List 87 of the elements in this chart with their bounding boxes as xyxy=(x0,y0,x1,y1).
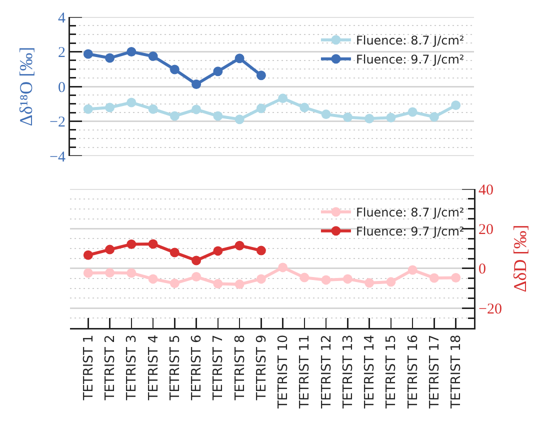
x-tick-label: TETRIST 14 xyxy=(362,334,378,410)
x-tick-label: TETRIST 3 xyxy=(124,334,140,402)
y2-tick-label: −20 xyxy=(478,301,502,318)
x-tick-label: TETRIST 7 xyxy=(211,334,226,402)
point xyxy=(364,114,374,124)
x-tick-label: TETRIST 12 xyxy=(319,334,334,410)
point xyxy=(234,240,244,250)
point xyxy=(256,70,266,80)
point xyxy=(213,246,223,256)
y-tick-label: 4 xyxy=(58,10,66,26)
y-tick-label: −2 xyxy=(50,114,66,130)
point xyxy=(278,94,288,104)
x-tick-label: TETRIST 5 xyxy=(168,334,183,402)
point xyxy=(105,102,115,112)
x-tick-label: TETRIST 9 xyxy=(254,334,270,402)
y-tick-label: 2 xyxy=(58,45,66,61)
point xyxy=(386,277,396,287)
y2-tick-label: 0 xyxy=(478,262,486,278)
point xyxy=(192,79,202,89)
y2-tick-label: 40 xyxy=(478,182,494,198)
legend-label: Fluence: 8.7 J/cm² xyxy=(356,206,464,220)
point xyxy=(256,104,266,114)
x-tick-label: TETRIST 13 xyxy=(340,334,356,410)
point xyxy=(105,268,115,278)
point xyxy=(386,112,396,122)
point xyxy=(213,278,223,288)
point xyxy=(83,250,93,260)
point xyxy=(256,246,266,256)
point xyxy=(364,278,374,288)
point xyxy=(148,239,158,249)
point xyxy=(192,256,202,266)
x-tick-label: TETRIST 11 xyxy=(298,334,313,410)
point xyxy=(234,280,244,290)
x-tick-label: TETRIST 10 xyxy=(276,334,292,410)
x-tick-label: TETRIST 6 xyxy=(190,334,205,402)
y-tick-label: 0 xyxy=(58,80,66,96)
x-tick-label: TETRIST 8 xyxy=(232,334,248,402)
point xyxy=(105,53,115,63)
point xyxy=(234,114,244,124)
point xyxy=(429,273,439,283)
legend-label: Fluence: 9.7 J/cm² xyxy=(356,224,464,239)
point xyxy=(148,104,158,114)
legend-label: Fluence: 9.7 J/cm² xyxy=(356,52,464,67)
point xyxy=(234,54,244,64)
point xyxy=(148,52,158,62)
x-tick-label: TETRIST 18 xyxy=(449,334,464,410)
point xyxy=(83,268,93,278)
point xyxy=(213,111,223,121)
point xyxy=(192,272,202,282)
point xyxy=(278,262,288,272)
point xyxy=(148,274,158,284)
point xyxy=(321,110,331,120)
point xyxy=(408,107,418,117)
point xyxy=(342,112,352,122)
point xyxy=(126,98,136,108)
point xyxy=(83,49,93,59)
point xyxy=(451,273,461,283)
y2-tick-label: 20 xyxy=(478,222,494,238)
point xyxy=(170,111,180,121)
y-tick-label: −4 xyxy=(50,149,66,166)
point xyxy=(451,100,461,110)
point xyxy=(342,274,352,284)
x-tick-label: TETRIST 1 xyxy=(81,334,96,402)
point xyxy=(105,244,115,254)
x-tick-label: TETRIST 15 xyxy=(384,334,400,410)
point xyxy=(256,274,266,284)
x-tick-label: TETRIST 2 xyxy=(103,334,118,402)
legend-label: Fluence: 8.7 J/cm² xyxy=(356,34,464,48)
point xyxy=(170,248,180,258)
y-axis-title: Δδ¹⁸O [‰] xyxy=(16,46,36,126)
point xyxy=(321,275,331,285)
point xyxy=(83,104,93,114)
point xyxy=(126,268,136,278)
x-tick-label: TETRIST 4 xyxy=(146,334,162,402)
point xyxy=(126,239,136,249)
point xyxy=(170,278,180,288)
y2-axis-title: ΔδD [‰] xyxy=(510,224,530,292)
point xyxy=(408,265,418,275)
x-tick-label: TETRIST 17 xyxy=(427,334,442,410)
point xyxy=(429,112,439,122)
point xyxy=(126,47,136,56)
point xyxy=(300,102,310,112)
x-tick-label: TETRIST 16 xyxy=(406,334,421,410)
point xyxy=(192,104,202,114)
point xyxy=(213,66,223,76)
point xyxy=(300,272,310,282)
point xyxy=(170,64,180,74)
